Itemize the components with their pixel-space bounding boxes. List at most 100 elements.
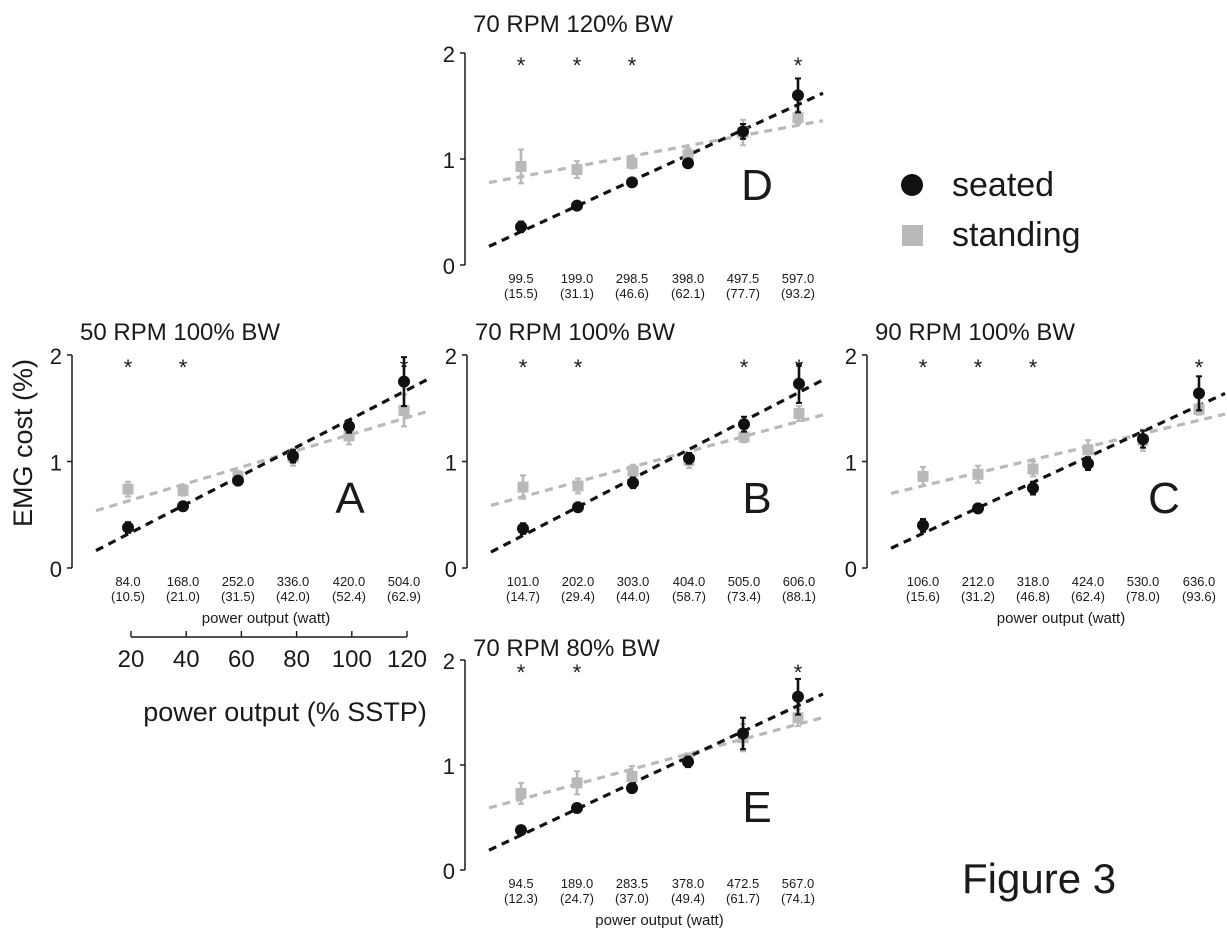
x-axis-label: power output (watt) (997, 610, 1125, 627)
seated-point (626, 782, 638, 795)
sstp-tick-label: 40 (173, 646, 200, 673)
x-tick-sublabel: (14.7) (506, 589, 540, 604)
significance-star: * (517, 53, 526, 78)
x-tick-sublabel: (42.0) (276, 589, 310, 604)
x-tick-sublabel: (24.7) (560, 891, 594, 906)
legend: seated standing (901, 166, 1081, 254)
seated-point (515, 220, 527, 233)
significance-star: * (573, 660, 582, 685)
x-tick-sublabel: (61.7) (726, 891, 760, 906)
x-tick-sublabel: (88.1) (782, 589, 816, 604)
panel-letter: C (1148, 474, 1180, 523)
seated-point (738, 418, 750, 431)
sstp-tick-label: 100 (332, 646, 372, 673)
seated-point (627, 476, 639, 489)
panel-letter: E (742, 783, 771, 832)
standing-point (793, 408, 805, 420)
seated-point (287, 450, 299, 463)
x-tick-sublabel: (31.1) (560, 286, 594, 301)
legend-standing-marker (902, 225, 923, 246)
y-tick-label: 2 (845, 344, 857, 369)
y-tick-label: 0 (443, 254, 455, 279)
significance-star: * (1029, 355, 1038, 380)
y-tick-label: 1 (845, 451, 857, 476)
x-tick-sublabel: (12.3) (504, 891, 538, 906)
seated-point (626, 176, 638, 189)
x-tick-label: 378.0 (672, 876, 705, 891)
significance-star: * (794, 660, 803, 685)
seated-point (682, 157, 694, 170)
x-tick-label: 202.0 (562, 574, 595, 589)
standing-point (571, 777, 583, 789)
seated-point (1193, 387, 1205, 400)
sstp-tick-label: 60 (228, 646, 255, 673)
seated-trend-line (488, 692, 824, 852)
standing-point (1027, 463, 1039, 475)
legend-standing-label: standing (952, 216, 1081, 254)
standing-trend-line (488, 715, 824, 810)
x-tick-sublabel: (62.9) (387, 589, 421, 604)
seated-point (515, 824, 527, 837)
seated-point (343, 420, 355, 433)
seated-point (177, 500, 189, 513)
panel-e: 70 RPM 80% BW 0 1 2 94.5(12.3) 189.0(24.7) 283… (443, 635, 824, 929)
x-tick-sublabel: (10.5) (111, 589, 145, 604)
y-tick-label: 2 (443, 649, 455, 674)
x-tick-label: 404.0 (673, 574, 706, 589)
significance-star: * (974, 355, 983, 380)
x-tick-sublabel: (29.4) (561, 589, 595, 604)
x-tick-sublabel: (62.1) (671, 286, 705, 301)
x-axis-label: power output (watt) (202, 610, 330, 627)
panel-title: 70 RPM 80% BW (473, 635, 660, 662)
seated-trend-line (488, 91, 824, 248)
y-tick-label: 1 (445, 451, 457, 476)
y-tick-label: 2 (443, 42, 455, 67)
sstp-axis: power output (% SSTP) 20 40 60 80 100 120 (118, 631, 427, 727)
panel-letter: D (741, 161, 773, 210)
figure-label: Figure 3 (962, 855, 1116, 902)
seated-point (792, 89, 804, 102)
standing-point (627, 465, 639, 477)
standing-point (515, 787, 527, 799)
sstp-axis-label: power output (% SSTP) (143, 697, 427, 727)
x-tick-sublabel: (74.1) (781, 891, 815, 906)
panel-c: 90 RPM 100% BW 0 1 2 106.0(15.6) 212.0(31.2) 3… (845, 319, 1226, 627)
x-tick-label: 318.0 (1017, 574, 1050, 589)
standing-point (792, 112, 804, 124)
chart-panels: 70 RPM 120% BW01299.5(15.5)199.0(31.1)29… (50, 11, 1226, 929)
standing-point (122, 483, 134, 495)
x-tick-label: 94.5 (508, 876, 533, 891)
x-tick-sublabel: (62.4) (1071, 589, 1105, 604)
standing-point (571, 164, 583, 176)
x-axis-label: power output (watt) (595, 912, 723, 929)
standing-point (972, 468, 984, 480)
significance-star: * (795, 355, 804, 380)
x-tick-sublabel: (21.0) (166, 589, 200, 604)
seated-point (792, 690, 804, 703)
x-tick-label: 252.0 (222, 574, 255, 589)
standing-point (517, 481, 529, 493)
x-tick-sublabel: (93.6) (1182, 589, 1216, 604)
standing-point (682, 149, 694, 161)
standing-trend-line (95, 409, 431, 513)
x-tick-sublabel: (37.0) (615, 891, 649, 906)
panel-letter: A (335, 474, 365, 523)
x-tick-sublabel: (58.7) (672, 589, 706, 604)
panel-letter: B (742, 474, 771, 523)
x-tick-label: 472.5 (727, 876, 760, 891)
y-tick-label: 0 (443, 859, 455, 884)
x-tick-label: 303.0 (617, 574, 650, 589)
x-tick-sublabel: (77.7) (726, 286, 760, 301)
x-tick-label: 283.5 (616, 876, 649, 891)
x-tick-label: 101.0 (507, 574, 540, 589)
standing-point (738, 431, 750, 443)
standing-point (572, 480, 584, 492)
x-tick-label: 420.0 (333, 574, 366, 589)
panel-a: 50 RPM 100% BW 0 1 2 84.0(10.5) 168.0(21.0) 25… (50, 319, 431, 627)
standing-point (398, 404, 410, 416)
seated-point (572, 501, 584, 514)
x-tick-label: 424.0 (1072, 574, 1105, 589)
x-tick-label: 84.0 (115, 574, 140, 589)
